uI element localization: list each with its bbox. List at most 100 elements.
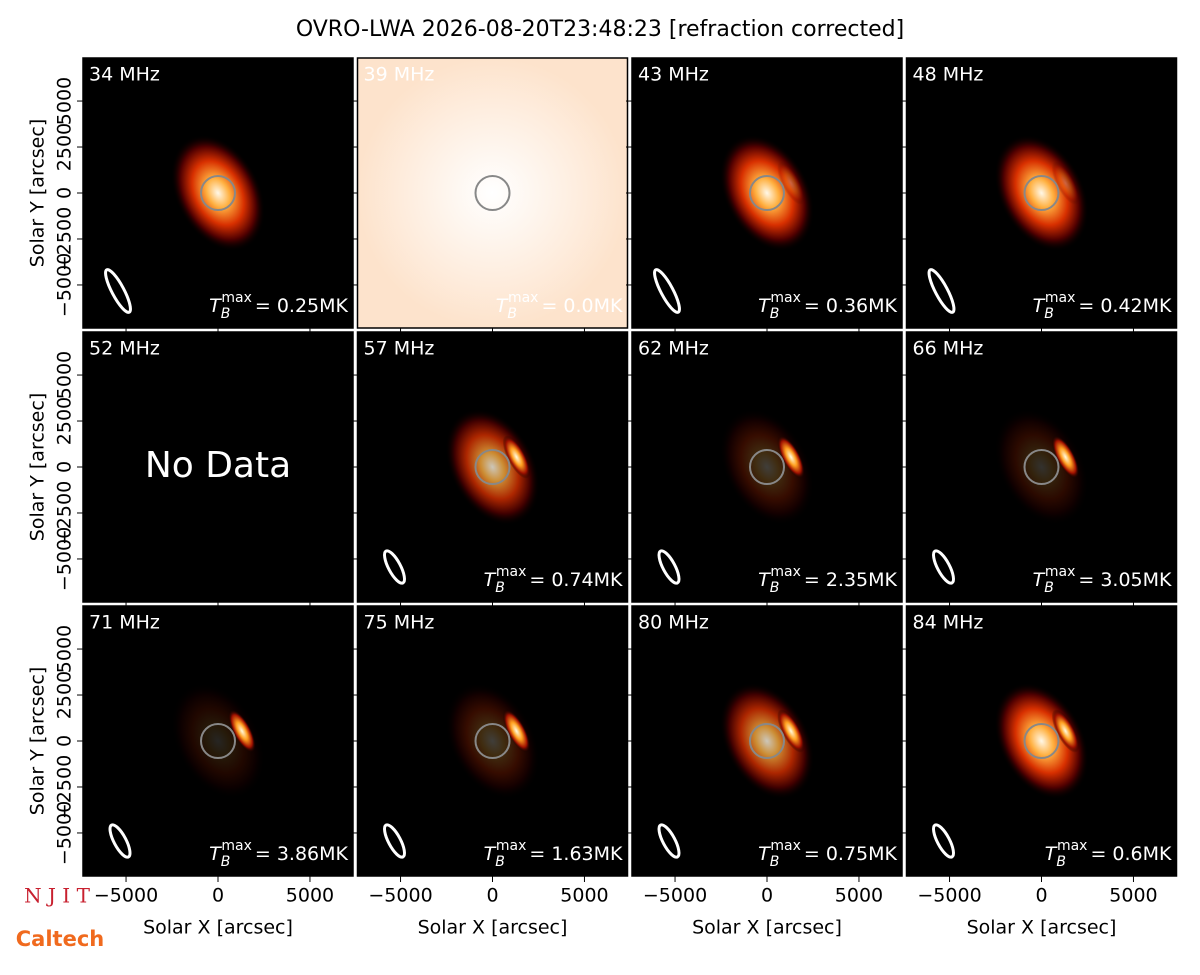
diffuse-source xyxy=(719,134,815,252)
emission xyxy=(719,134,815,252)
x-tick-label: 0 xyxy=(761,885,773,907)
emission xyxy=(994,682,1089,800)
tb-sup: max xyxy=(1045,564,1076,580)
beam xyxy=(657,549,681,585)
x-tick-label: 5000 xyxy=(286,885,334,907)
y-axis-label: Solar Y [arcsec] xyxy=(27,667,49,815)
tb-sup: max xyxy=(508,290,539,306)
emission xyxy=(994,408,1089,526)
frequency-label: 39 MHz xyxy=(364,64,435,86)
emission xyxy=(170,134,266,252)
x-tick-label: −5000 xyxy=(643,885,707,907)
panel: 66 MHz TBmax = 3.05MK xyxy=(900,331,1178,608)
frequency-label: 84 MHz xyxy=(913,612,984,634)
y-tick-label: −5000 xyxy=(54,527,76,591)
tb-sup: max xyxy=(770,838,801,854)
frequency-label: 48 MHz xyxy=(913,64,984,86)
compact-source xyxy=(228,709,256,753)
y-tick-label: −2500 xyxy=(54,207,76,271)
y-tick-label: 5000 xyxy=(54,77,76,125)
diffuse-source xyxy=(170,682,266,800)
tmax-value: = 0.36MK xyxy=(804,295,898,317)
frequency-label: 62 MHz xyxy=(638,338,709,360)
tmax-label: TBmax = 3.05MK xyxy=(1033,564,1172,596)
tb-sub: B xyxy=(770,854,780,870)
diffuse-source xyxy=(719,682,815,800)
tb-symbol: T xyxy=(209,843,222,865)
y-tick-label: −2500 xyxy=(53,755,75,819)
tb-sup: max xyxy=(221,290,252,306)
panel: 75 MHz TBmax = 1.63MK −5000 0 5000 Solar X [ar… xyxy=(351,605,629,939)
tmax-value: = 0.74MK xyxy=(529,569,623,591)
y-tick-label: 0 xyxy=(54,461,76,473)
tmax-label: TBmax = 0.75MK xyxy=(758,838,897,870)
tmax-label: TBmax = 0.25MK xyxy=(209,290,348,322)
tmax-label: TBmax = 3.86MK xyxy=(209,838,348,870)
logo-njit: N J I T xyxy=(24,884,90,908)
x-tick-label: 0 xyxy=(1035,885,1047,907)
no-data-label: No Data xyxy=(145,445,291,486)
emission xyxy=(445,408,540,526)
x-tick-label: 5000 xyxy=(835,885,883,907)
frequency-label: 34 MHz xyxy=(89,64,160,86)
diffuse-source xyxy=(994,134,1089,252)
solar-disk xyxy=(1023,449,1060,485)
tb-sub: B xyxy=(495,580,505,596)
emission xyxy=(719,408,815,526)
tb-symbol: T xyxy=(209,295,222,317)
frequency-label: 52 MHz xyxy=(89,338,160,360)
tb-sup: max xyxy=(1057,838,1088,854)
y-tick-label: 0 xyxy=(54,735,76,747)
compact-source xyxy=(777,161,805,205)
y-tick-label: 2500 xyxy=(54,671,76,719)
beam xyxy=(383,549,406,585)
x-tick-label: −5000 xyxy=(94,885,158,907)
x-axis-label: Solar X [arcsec] xyxy=(967,917,1117,939)
logo-caltech: Caltech xyxy=(16,927,104,951)
panel-background xyxy=(83,332,353,602)
beam xyxy=(932,823,955,859)
solar-disk xyxy=(200,175,236,211)
panel-background xyxy=(357,58,628,328)
x-tick-label: −5000 xyxy=(368,885,432,907)
x-axis-label: Solar X [arcsec] xyxy=(692,917,842,939)
x-tick-label: 5000 xyxy=(1109,885,1157,907)
compact-source xyxy=(777,709,805,753)
x-axis-label: Solar X [arcsec] xyxy=(143,917,293,939)
solar-disk xyxy=(474,175,511,211)
compact-source xyxy=(1051,709,1080,753)
solar-disk xyxy=(749,449,785,485)
tb-symbol: T xyxy=(758,843,771,865)
solar-disk xyxy=(1023,175,1060,211)
tb-sub: B xyxy=(507,306,517,322)
tb-symbol: T xyxy=(1045,843,1058,865)
tb-sup: max xyxy=(770,564,801,580)
solar-disk xyxy=(200,723,236,759)
x-axis-label: Solar X [arcsec] xyxy=(418,917,568,939)
beam xyxy=(104,268,132,314)
panel: 43 MHz TBmax = 0.36MK xyxy=(626,57,903,334)
panel: 57 MHz TBmax = 0.74MK xyxy=(351,331,629,608)
x-tick-label: 0 xyxy=(212,885,224,907)
solar-disk xyxy=(749,723,785,759)
emission xyxy=(445,682,540,800)
tb-sub: B xyxy=(221,306,231,322)
compact-source xyxy=(1051,161,1080,205)
beam xyxy=(383,823,406,859)
tb-sub: B xyxy=(1056,854,1066,870)
tmax-value: = 2.35MK xyxy=(804,569,898,591)
panel: 34 MHz TBmax = 0.25MK −5000−2500 0 25005000So… xyxy=(27,57,354,334)
tmax-label: TBmax = 0.0MK xyxy=(496,290,623,322)
x-tick-label: 0 xyxy=(486,885,498,907)
frequency-label: 57 MHz xyxy=(364,338,435,360)
diffuse-source xyxy=(445,682,540,800)
frequency-label: 71 MHz xyxy=(89,612,160,634)
beam xyxy=(657,823,681,859)
tb-symbol: T xyxy=(496,295,509,317)
tb-sub: B xyxy=(1044,580,1054,596)
solar-disk xyxy=(474,723,511,759)
y-axis-label: Solar Y [arcsec] xyxy=(27,393,49,541)
tb-symbol: T xyxy=(758,569,771,591)
